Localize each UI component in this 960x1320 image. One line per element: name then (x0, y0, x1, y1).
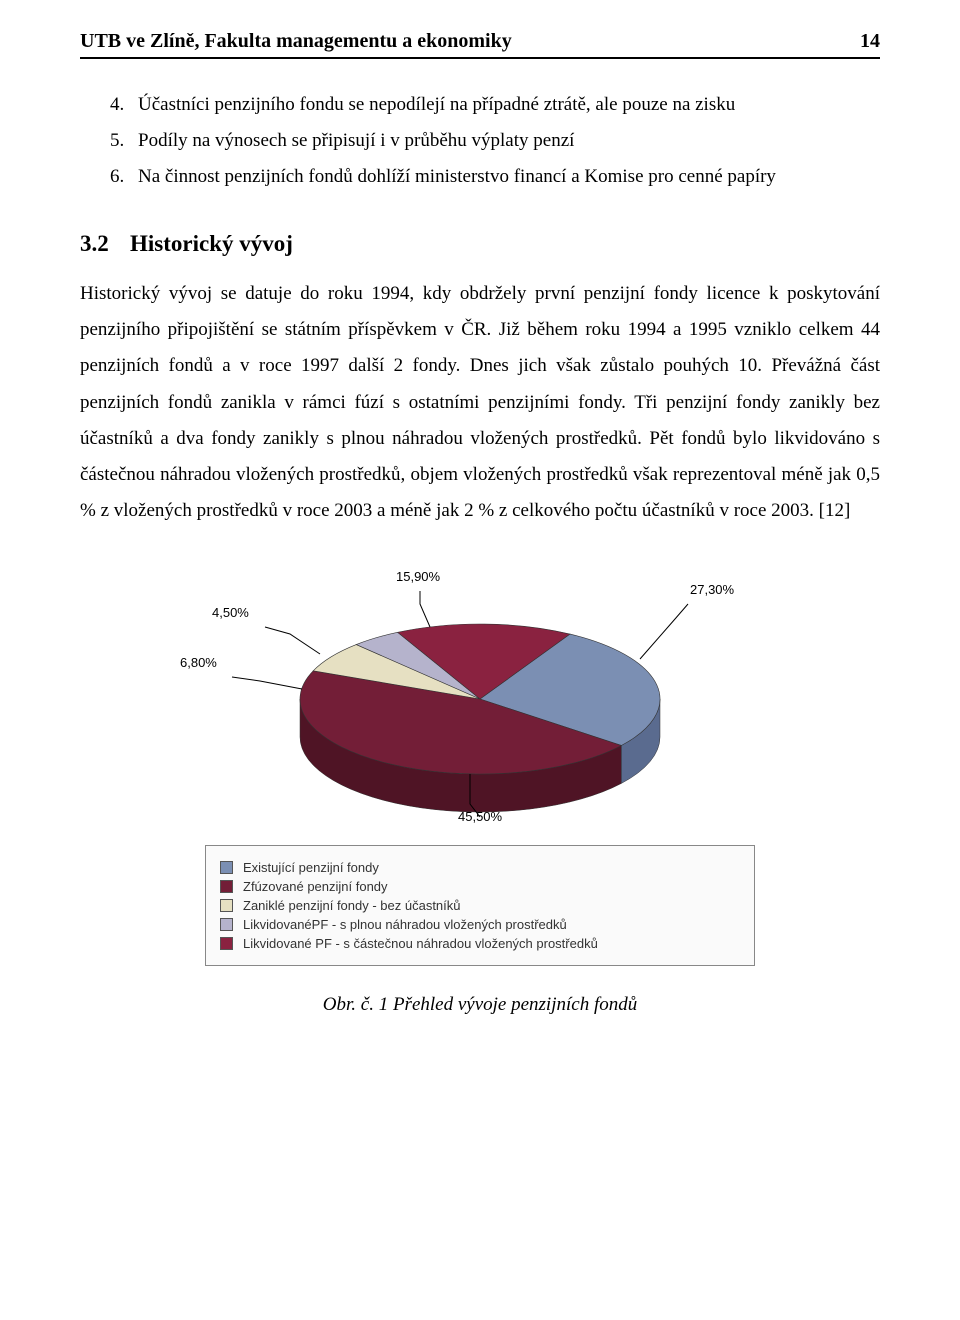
section-number: 3.2 (80, 231, 130, 257)
legend-item: Zaniklé penzijní fondy - bez účastníků (220, 898, 740, 913)
pie-slice-label: 45,50% (458, 809, 503, 824)
list-item: 4.Účastníci penzijního fondu se nepodíle… (110, 87, 880, 123)
legend-label: Existující penzijní fondy (243, 860, 379, 875)
legend-label: Zfúzované penzijní fondy (243, 879, 388, 894)
legend-item: Existující penzijní fondy (220, 860, 740, 875)
list-item-number: 5. (110, 123, 138, 159)
pie-svg: 27,30% 45,50% 6,80% 4,50% 15,90% (170, 549, 790, 839)
page-header: UTB ve Zlíně, Fakulta managementu a ekon… (80, 30, 880, 59)
legend-label: Zaniklé penzijní fondy - bez účastníků (243, 898, 461, 913)
pie-slice-label: 4,50% (212, 605, 249, 620)
list-item-text: Na činnost penzijních fondů dohlíží mini… (138, 159, 880, 195)
pie-slice-label: 27,30% (690, 582, 735, 597)
pie-chart: 27,30% 45,50% 6,80% 4,50% 15,90% Existující … (170, 549, 790, 966)
legend-item: Likvidované PF - s částečnou náhradou vl… (220, 936, 740, 951)
page: UTB ve Zlíně, Fakulta managementu a ekon… (0, 0, 960, 1046)
header-title: UTB ve Zlíně, Fakulta managementu a ekon… (80, 30, 512, 53)
section-title: Historický vývoj (130, 231, 293, 257)
legend-swatch (220, 937, 233, 950)
section-heading: 3.2 Historický vývoj (80, 231, 880, 257)
list-item-text: Podíly na výnosech se připisují i v průb… (138, 123, 880, 159)
chart-legend: Existující penzijní fondy Zfúzované penzi… (205, 845, 755, 966)
list-item: 5.Podíly na výnosech se připisují i v pr… (110, 123, 880, 159)
legend-item: LikvidovanéPF - s plnou náhradou vložený… (220, 917, 740, 932)
legend-item: Zfúzované penzijní fondy (220, 879, 740, 894)
legend-label: LikvidovanéPF - s plnou náhradou vložený… (243, 917, 567, 932)
list-item-number: 6. (110, 159, 138, 195)
list-item: 6.Na činnost penzijních fondů dohlíží mi… (110, 159, 880, 195)
body-paragraph: Historický vývoj se datuje do roku 1994,… (80, 276, 880, 529)
pie-slice-label: 15,90% (396, 569, 441, 584)
figure-caption: Obr. č. 1 Přehled vývoje penzijních fond… (80, 994, 880, 1016)
legend-label: Likvidované PF - s částečnou náhradou vl… (243, 936, 598, 951)
pie-slice-label: 6,80% (180, 655, 217, 670)
legend-swatch (220, 899, 233, 912)
legend-swatch (220, 861, 233, 874)
list-item-number: 4. (110, 87, 138, 123)
list-item-text: Účastníci penzijního fondu se nepodílejí… (138, 87, 880, 123)
pie-chart-canvas: 27,30% 45,50% 6,80% 4,50% 15,90% (170, 549, 790, 839)
numbered-list: 4.Účastníci penzijního fondu se nepodíle… (80, 87, 880, 195)
page-number: 14 (860, 30, 880, 53)
legend-swatch (220, 880, 233, 893)
legend-swatch (220, 918, 233, 931)
